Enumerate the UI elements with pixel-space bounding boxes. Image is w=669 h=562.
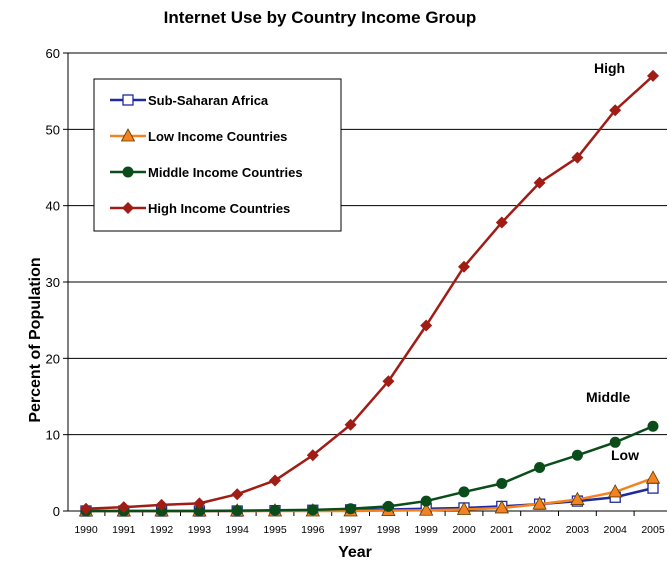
data-point-middle-income-countries [609,436,621,448]
chart-title: Internet Use by Country Income Group [164,8,477,27]
data-point-low-income-countries [532,496,547,510]
data-point-high-income-countries [80,502,92,515]
x-tick-label: 2004 [604,524,628,536]
data-point-middle-income-countries [571,449,583,461]
data-point-high-income-countries [306,449,319,462]
data-point-high-income-countries [571,151,584,164]
data-point-high-income-countries [269,474,281,487]
data-point-middle-income-countries [534,461,546,473]
data-point-sub-saharan-africa [647,482,659,494]
data-point-middle-income-countries [269,504,281,516]
data-point-high-income-countries [193,497,206,510]
y-tick-label: 30 [46,275,60,290]
annotation-high: High [594,60,625,76]
data-point-high-income-countries [458,260,470,273]
data-point-high-income-countries [382,375,395,388]
data-point-high-income-countries [344,418,357,431]
x-tick-label: 1991 [112,524,136,536]
x-tick-label: 1993 [188,524,212,536]
y-tick-labels: 0 10 20 30 40 50 60 [46,46,60,519]
legend-item-sub-saharan-africa: Sub-Saharan Africa [110,93,269,108]
x-tick-label: 1999 [415,524,439,536]
data-point-middle-income-countries [496,478,508,490]
x-tick-label: 2005 [641,524,665,536]
x-tick-label: 1995 [263,524,287,536]
data-point-high-income-countries [420,319,433,332]
data-point-low-income-countries [645,470,661,484]
y-tick-label: 10 [46,428,60,443]
data-point-high-income-countries [533,176,546,189]
x-tick-label: 1994 [226,524,250,536]
x-tick-label: 2003 [566,524,590,536]
data-point-middle-income-countries [307,504,319,516]
legend-item-middle-income-countries: Middle Income Countries [110,165,303,180]
y-tick-label: 20 [46,351,60,366]
series-line-middle-income-countries [86,425,654,513]
legend-label: Sub-Saharan Africa [148,93,269,108]
data-point-middle-income-countries [382,500,394,512]
data-point-high-income-countries [231,488,244,501]
data-point-high-income-countries [647,69,659,82]
x-tick-labels: 1990 1991 1992 1993 1994 1995 1996 1997 1998 1999… [74,524,665,536]
annotation-low: Low [611,447,639,463]
data-point-middle-income-countries [345,503,357,515]
gridlines [63,52,667,512]
data-point-low-income-countries [608,484,623,498]
legend-box [93,78,342,232]
y-tick-label: 50 [46,122,60,137]
data-point-high-income-countries [495,216,508,229]
data-point-low-income-countries [570,491,585,505]
data-point-middle-income-countries [231,505,243,517]
data-point-high-income-countries [117,501,130,514]
x-axis-label: Year [338,544,372,561]
data-point-high-income-countries [609,104,622,117]
legend-item-low-income-countries: Low Income Countries [110,128,287,144]
x-tick-label: 2002 [528,524,552,536]
legend: Sub-Saharan Africa Low Income Countries Mi… [93,78,342,232]
legend-label: Middle Income Countries [148,165,303,180]
data-point-low-income-countries [456,501,472,515]
legend-marker [120,128,136,142]
x-tick-label: 2001 [490,524,514,536]
y-tick-label: 40 [46,199,60,214]
data-point-middle-income-countries [193,505,205,517]
data-point-high-income-countries [155,498,168,511]
annotation-middle: Middle [586,389,631,405]
data-point-middle-income-countries [647,420,659,432]
y-tick-label: 60 [46,46,60,61]
legend-marker [122,202,134,214]
legend-label: High Income Countries [148,201,290,216]
series-high-income-countries [80,69,659,515]
series-line-high-income-countries [85,74,654,510]
x-tick-label: 1997 [339,524,363,536]
legend-label: Low Income Countries [148,129,287,144]
x-tick-label: 1998 [377,524,401,536]
x-tick-label: 1990 [74,524,98,536]
x-tick-label: 1996 [301,524,325,536]
data-point-middle-income-countries [458,486,470,498]
data-point-low-income-countries [419,502,434,516]
legend-marker [122,94,134,106]
legend-marker [122,166,134,178]
data-point-middle-income-countries [156,505,168,517]
data-point-middle-income-countries [420,495,432,507]
legend-item-high-income-countries: High Income Countries [110,201,290,216]
series-line-low-income-countries [86,477,654,513]
x-tick-label: 1992 [150,524,174,536]
y-axis-label: Percent of Population [27,257,44,422]
y-tick-label: 0 [53,504,60,519]
x-tick-label: 2000 [452,524,476,536]
data-point-low-income-countries [494,500,509,514]
series-lines [78,69,661,517]
